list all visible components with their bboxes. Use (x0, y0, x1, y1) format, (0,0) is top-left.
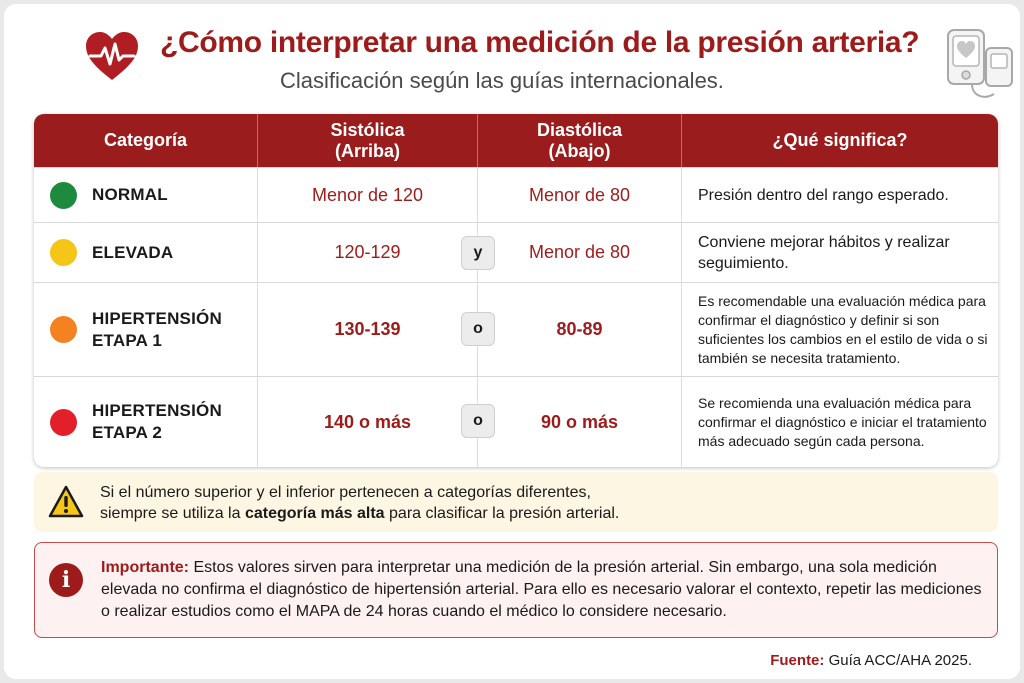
warning-text: Si el número superior y el inferior pert… (100, 484, 620, 522)
category-label: HIPERTENSIÓN ETAPA 2 (92, 401, 222, 442)
warning-triangle-icon (48, 485, 84, 518)
diastolic-value: 90 o más (478, 377, 682, 467)
diastolic-value: Menor de 80 (478, 223, 682, 282)
heart-pulse-icon (86, 32, 138, 80)
important-box: i Importante: Estos valores sirven para … (34, 542, 998, 638)
meaning-text: Presión dentro del rango esperado. (698, 186, 949, 204)
highlight-text: categoría más alta (244, 505, 385, 522)
category-label: HIPERTENSIÓN ETAPA 1 (92, 308, 222, 350)
source-note: Fuente: Guía ACC/AHA 2025. (770, 652, 972, 669)
infographic-page: ¿Cómo interpretar una medición de la pre… (4, 4, 1020, 679)
header-diastolic: Diastólica (Abajo) (478, 114, 682, 167)
table-header: Categoría Sistólica (Arriba) Diastólica … (34, 114, 998, 167)
blood-pressure-monitor-icon (947, 29, 1013, 98)
category-label: ELEVADA (92, 242, 174, 262)
red-dot-icon (50, 408, 77, 436)
category-label: NORMAL (92, 185, 168, 204)
table-row-normal: NORMAL Menor de 120 Menor de 80 Presión … (34, 167, 998, 222)
systolic-value: 130-139 (258, 283, 478, 376)
header-systolic: Sistólica (Arriba) (258, 114, 478, 167)
important-text: Importante: Estos valores sirven para in… (101, 559, 982, 620)
header-category: Categoría (34, 114, 258, 167)
page-subtitle: Clasificación según las guías internacio… (280, 68, 724, 93)
meaning-text: Conviene mejorar hábitos y realizar segu… (698, 233, 950, 272)
diastolic-value: Menor de 80 (478, 168, 682, 222)
table-row-stage-2: HIPERTENSIÓN ETAPA 2 140 o más 90 o más … (34, 376, 998, 467)
meaning-text: Es recomendable una evaluación médica pa… (698, 292, 988, 366)
systolic-value: Menor de 120 (258, 168, 478, 222)
table-row-stage-1: HIPERTENSIÓN ETAPA 1 130-139 80-89 Es re… (34, 282, 998, 376)
yellow-dot-icon (50, 239, 77, 266)
info-icon: i (49, 563, 83, 597)
source-text: Guía ACC/AHA 2025. (824, 652, 972, 669)
page-title: ¿Cómo interpretar una medición de la pre… (160, 26, 920, 59)
warning-box: Si el número superior y el inferior pert… (34, 472, 998, 532)
green-dot-icon (50, 181, 77, 209)
orange-dot-icon (50, 316, 77, 343)
classification-table: Categoría Sistólica (Arriba) Diastólica … (34, 114, 998, 467)
table-row-elevated: ELEVADA 120-129 Menor de 80 Conviene mej… (34, 222, 998, 282)
connector-badge: o (461, 312, 495, 346)
important-label: Importante: (101, 559, 189, 576)
source-label: Fuente: (770, 652, 825, 669)
meaning-text: Se recomienda una evaluación médica para… (698, 394, 987, 449)
connector-badge: o (461, 404, 495, 438)
diastolic-value: 80-89 (478, 283, 682, 376)
systolic-value: 140 o más (258, 377, 478, 467)
connector-badge: y (461, 236, 495, 270)
systolic-value: 120-129 (258, 223, 478, 282)
header-meaning: ¿Qué significa? (772, 130, 908, 150)
